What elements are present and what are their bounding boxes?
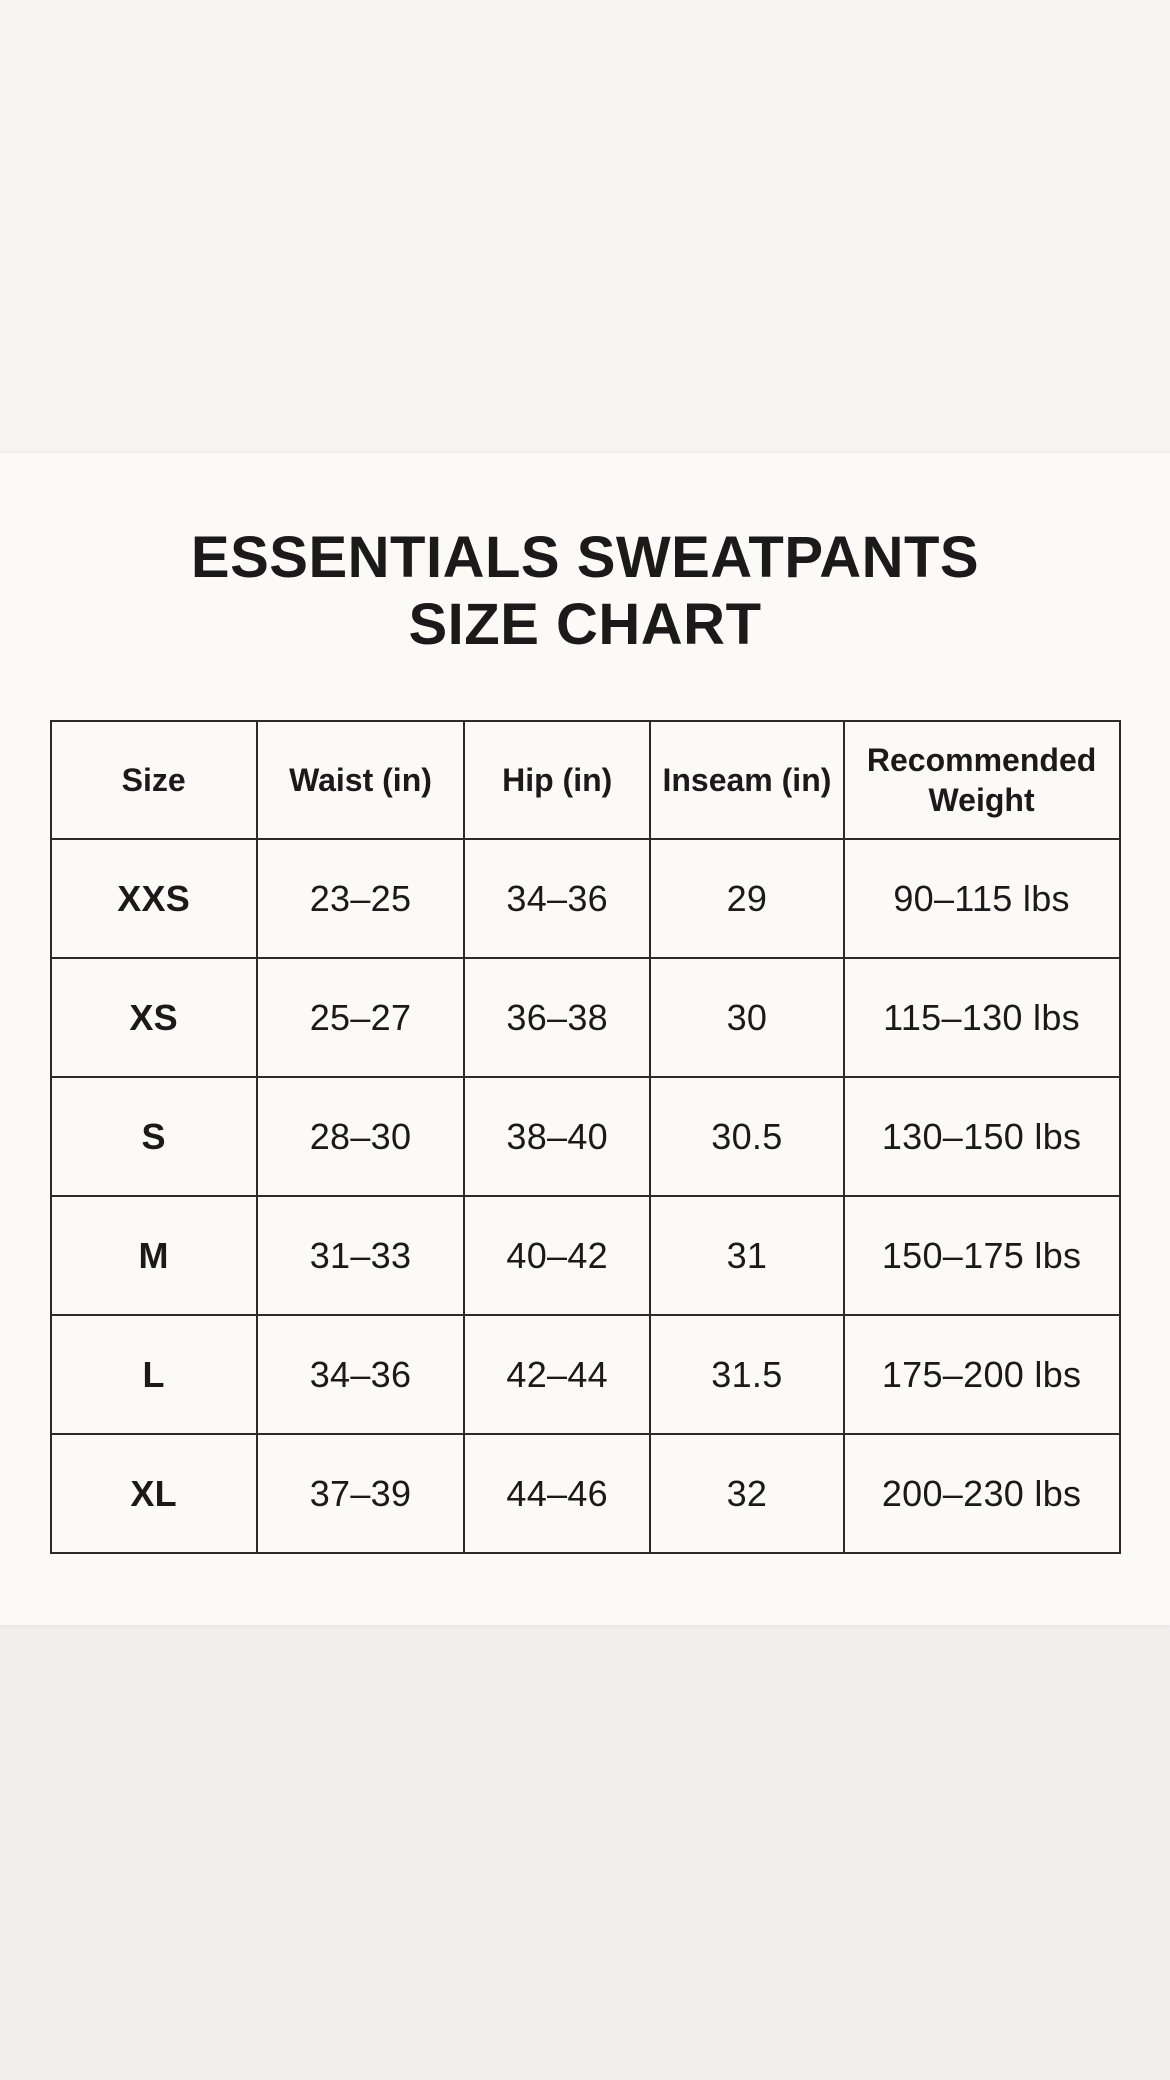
cell-size: XS (49, 957, 258, 1079)
cell-weight: 200–230 lbs (842, 1433, 1121, 1555)
cell-weight: 175–200 lbs (842, 1314, 1121, 1436)
cell-inseam: 29 (649, 838, 845, 960)
cell-hip: 34–36 (463, 838, 652, 960)
column-header-weight: Recommended Weight (842, 720, 1121, 841)
size-chart-card: ESSENTIALS SWEATPANTS SIZE CHART Size Wa… (0, 453, 1170, 1625)
table-row-m: M 31–33 40–42 31 150–175 lbs (49, 1195, 1121, 1317)
column-header-inseam: Inseam (in) (649, 720, 845, 841)
table-row-xl: XL 37–39 44–46 32 200–230 lbs (49, 1433, 1121, 1555)
cell-weight: 150–175 lbs (842, 1195, 1121, 1317)
cell-size: M (49, 1195, 258, 1317)
cell-waist: 28–30 (255, 1076, 466, 1198)
table-row-l: L 34–36 42–44 31.5 175–200 lbs (49, 1314, 1121, 1436)
cell-waist: 34–36 (255, 1314, 466, 1436)
column-header-waist: Waist (in) (255, 720, 466, 841)
cell-weight: 90–115 lbs (842, 838, 1121, 960)
cell-hip: 36–38 (463, 957, 652, 1079)
cell-weight: 130–150 lbs (842, 1076, 1121, 1198)
cell-waist: 37–39 (255, 1433, 466, 1555)
cell-inseam: 30.5 (649, 1076, 845, 1198)
cell-size: XXS (49, 838, 258, 960)
page-title-line1: ESSENTIALS SWEATPANTS (190, 525, 980, 590)
cell-waist: 23–25 (255, 838, 466, 960)
cell-inseam: 31 (649, 1195, 845, 1317)
cell-size: S (49, 1076, 258, 1198)
table-row-xxs: XXS 23–25 34–36 29 90–115 lbs (49, 838, 1121, 960)
cell-weight: 115–130 lbs (842, 957, 1121, 1079)
cell-hip: 40–42 (463, 1195, 652, 1317)
cell-waist: 25–27 (255, 957, 466, 1079)
cell-hip: 42–44 (463, 1314, 652, 1436)
page-title: ESSENTIALS SWEATPANTS SIZE CHART (0, 453, 1170, 658)
column-header-size: Size (49, 720, 258, 841)
bottom-margin-band (0, 1625, 1170, 2080)
cell-inseam: 30 (649, 957, 845, 1079)
cell-inseam: 32 (649, 1433, 845, 1555)
table-row-xs: XS 25–27 36–38 30 115–130 lbs (49, 957, 1121, 1079)
cell-size: L (49, 1314, 258, 1436)
table-header-row: Size Waist (in) Hip (in) Inseam (in) Rec… (49, 720, 1121, 841)
cell-hip: 38–40 (463, 1076, 652, 1198)
cell-size: XL (49, 1433, 258, 1555)
top-margin-band (0, 0, 1170, 453)
cell-hip: 44–46 (463, 1433, 652, 1555)
table-row-s: S 28–30 38–40 30.5 130–150 lbs (49, 1076, 1121, 1198)
cell-inseam: 31.5 (649, 1314, 845, 1436)
size-chart-table: Size Waist (in) Hip (in) Inseam (in) Rec… (49, 720, 1121, 1555)
page-title-line2: SIZE CHART (408, 591, 762, 657)
column-header-hip: Hip (in) (463, 720, 652, 841)
cell-waist: 31–33 (255, 1195, 466, 1317)
